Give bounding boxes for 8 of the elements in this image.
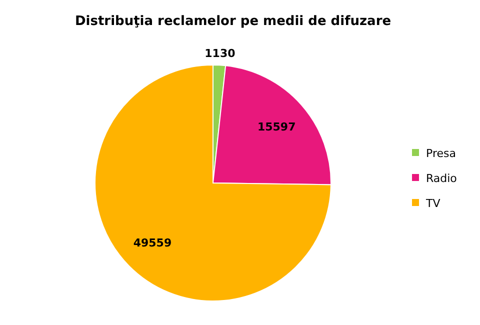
legend-label: Presa bbox=[426, 146, 456, 160]
chart-title: Distribuţia reclamelor pe medii de difuzare bbox=[74, 14, 392, 29]
legend-label: TV bbox=[425, 196, 441, 210]
data-label: 1130 bbox=[204, 47, 236, 60]
legend-label: Radio bbox=[426, 172, 458, 185]
pie-slice bbox=[94, 64, 332, 302]
data-label: 15597 bbox=[257, 120, 296, 134]
data-label: 49559 bbox=[133, 236, 172, 250]
